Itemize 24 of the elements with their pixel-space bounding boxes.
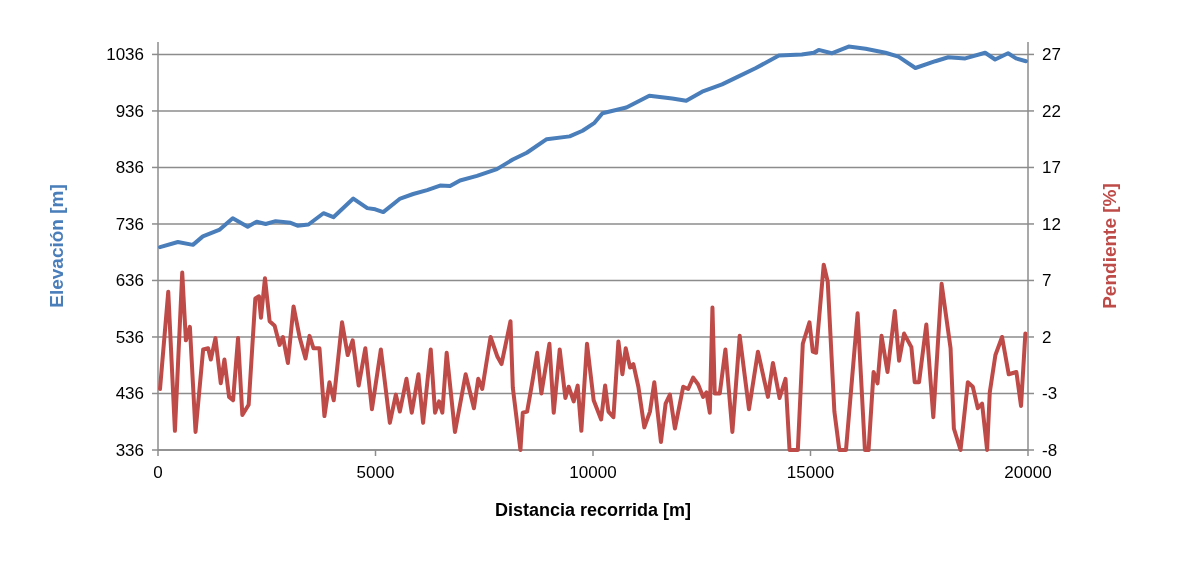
y-tick-label: 636 xyxy=(115,271,144,291)
y-tick-label: 936 xyxy=(115,101,144,121)
y-tick-label: 736 xyxy=(115,214,144,234)
x-tick-label: 10000 xyxy=(569,463,617,482)
y-tick-label: 1036 xyxy=(106,45,144,65)
y2-tick-label: 2 xyxy=(1042,327,1052,347)
y2-tick-label: 27 xyxy=(1042,45,1061,65)
y2-tick-label: 12 xyxy=(1042,214,1061,234)
y-tick-label: 536 xyxy=(115,327,144,347)
x-tick-label: 15000 xyxy=(786,463,835,482)
y2-tick-label: 7 xyxy=(1042,271,1052,291)
y-tick-label: 336 xyxy=(115,440,144,460)
x-tick-label: 20000 xyxy=(1004,463,1052,482)
y2-tick-label: 22 xyxy=(1042,101,1061,121)
x-tick-label: 0 xyxy=(153,463,163,482)
y-axis-title: Elevación [m] xyxy=(46,184,67,308)
x-tick-label: 5000 xyxy=(356,463,395,482)
x-axis-title: Distancia recorrida [m] xyxy=(494,500,692,520)
y2-tick-label: -8 xyxy=(1042,440,1058,460)
y-tick-label: 836 xyxy=(115,158,144,178)
y2-axis-title: Pendiente [%] xyxy=(1099,183,1120,309)
y2-tick-label: 17 xyxy=(1042,158,1061,178)
y2-tick-label: -3 xyxy=(1042,384,1058,404)
y-tick-label: 436 xyxy=(115,384,144,404)
